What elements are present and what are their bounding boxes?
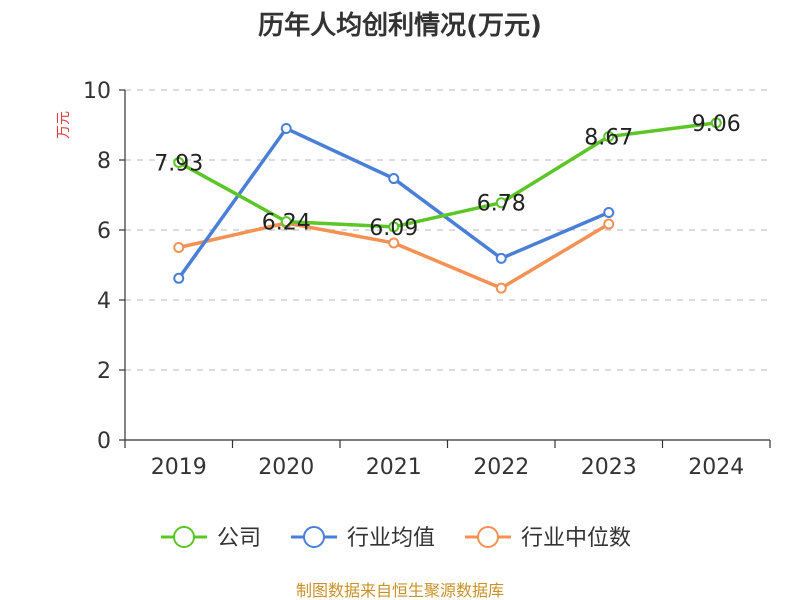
y-axis-label: 万元: [56, 111, 72, 139]
series-line-1: [177, 121, 718, 229]
source-note: 制图数据来自恒生聚源数据库: [296, 581, 504, 600]
x-tick-label: 2024: [688, 455, 744, 480]
data-point: [173, 242, 185, 253]
data-label: 6.09: [369, 216, 418, 241]
gridlines: [125, 89, 770, 371]
data-point: [388, 237, 400, 249]
x-tick-label: 2022: [473, 455, 529, 480]
x-tick-label: 2019: [151, 455, 207, 480]
legend[interactable]: 公司 行业均值 行业中位数: [161, 526, 631, 551]
data-label: 9.06: [692, 112, 741, 137]
data-label: 8.67: [584, 126, 633, 151]
legend-marker: [303, 526, 325, 548]
legend-marker: [173, 526, 195, 548]
data-point: [603, 218, 615, 230]
y-tick-label: 0: [97, 429, 111, 454]
data-point: [495, 282, 507, 294]
series-group: [173, 117, 722, 294]
y-tick-label: 8: [97, 149, 111, 174]
chart-title: 历年人均创利情况(万元): [258, 10, 542, 41]
data-point: [173, 156, 185, 168]
data-point: [495, 252, 507, 264]
legend-label: 公司: [217, 526, 261, 551]
data-label: 7.93: [154, 151, 203, 176]
data-label: 6.78: [477, 192, 526, 217]
series-line-2: [177, 126, 611, 281]
data-point: [603, 131, 615, 143]
data-point: [495, 197, 507, 209]
data-labels: 7.93 6.24 6.09 6.78 8.67 9.06: [154, 112, 740, 241]
legend-label: 行业中位数: [521, 526, 631, 551]
data-point: [280, 216, 292, 228]
x-tick-label: 2023: [581, 455, 637, 480]
x-tick-label: 2020: [258, 455, 314, 480]
y-tick-label: 6: [97, 219, 111, 244]
y-tick-label: 10: [83, 79, 111, 104]
legend-item-3[interactable]: 行业中位数: [465, 526, 631, 551]
y-tick-label: 2: [97, 359, 111, 384]
x-tick-label: 2021: [366, 455, 422, 480]
axes: 0 2 4 6 8 10 2019 2020 2021 2022 2023 2024: [83, 79, 771, 480]
data-point: [603, 207, 615, 218]
data-point: [710, 117, 722, 129]
legend-label: 行业均值: [347, 526, 435, 551]
data-point: [388, 221, 400, 233]
data-point: [388, 173, 400, 185]
legend-marker: [477, 526, 499, 548]
data-label: 6.24: [262, 211, 311, 236]
legend-item-1[interactable]: 公司: [161, 526, 261, 551]
y-tick-label: 4: [97, 289, 111, 314]
data-point: [173, 272, 185, 284]
data-point: [280, 123, 292, 134]
legend-item-2[interactable]: 行业均值: [291, 526, 435, 551]
